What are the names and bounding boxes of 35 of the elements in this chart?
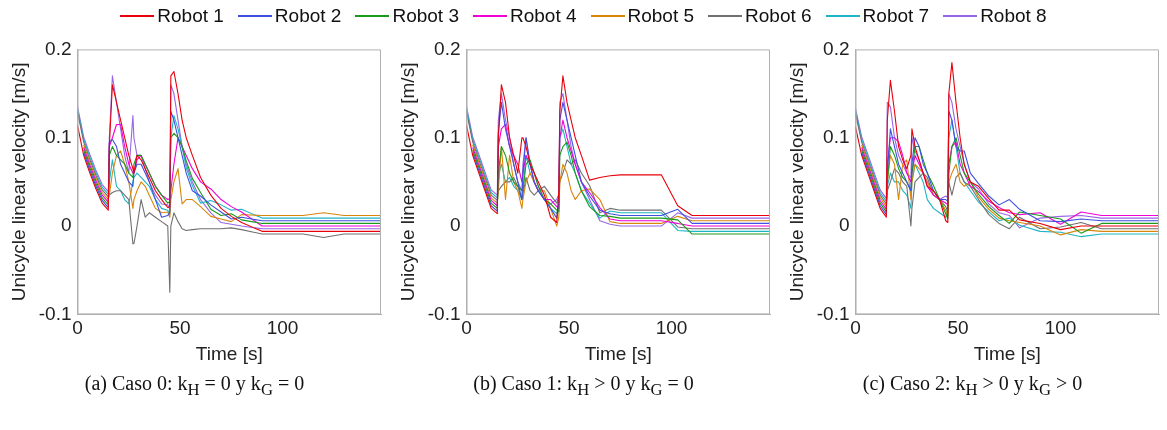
legend-label: Robot 1 [157, 5, 224, 27]
x-tick-label: 100 [1044, 317, 1077, 339]
legend-label: Robot 7 [862, 5, 930, 27]
y-tick-label: 0.2 [45, 37, 72, 59]
y-tick-label: -0.1 [816, 302, 850, 324]
legend-label: Robot 5 [627, 5, 695, 27]
legend-label: Robot 8 [980, 5, 1047, 27]
y-axis-title: Unicycle linear velocity [m/s] [396, 62, 418, 302]
y-tick-label: 0 [838, 214, 850, 236]
x-axis-title: Time [s] [195, 342, 263, 364]
x-tick-label: 50 [947, 317, 969, 339]
y-tick-label: 0 [449, 214, 461, 236]
text: (b) Caso 1: k$_{H}$ > 0 y k$_{G}$ = 0 [472, 372, 695, 400]
text: (c) Caso 2: k$_{H}$ > 0 y k$_{G}$ > 0 [861, 372, 1084, 400]
y-tick-label: -0.1 [38, 302, 72, 324]
y-tick-label: 0.1 [823, 125, 850, 147]
y-tick-label: 0.2 [434, 37, 461, 59]
legend-label: Robot 4 [509, 5, 577, 27]
x-axis-title: Time [s] [584, 342, 652, 364]
legend-label: Robot 6 [745, 5, 812, 27]
y-tick-label: 0 [60, 214, 72, 236]
x-axis-title: Time [s] [973, 342, 1041, 364]
y-axis-title: Unicycle linear velocity [m/s] [7, 62, 29, 302]
legend-label: Robot 3 [392, 5, 459, 27]
y-tick-label: -0.1 [427, 302, 461, 324]
y-tick-label: 0.1 [434, 125, 461, 147]
y-axis-title: Unicycle linear velocity [m/s] [785, 62, 807, 302]
legend-label: Robot 2 [274, 5, 342, 27]
y-tick-label: 0.1 [45, 125, 72, 147]
x-tick-label: 50 [169, 317, 191, 339]
x-tick-label: 100 [655, 317, 688, 339]
y-tick-label: 0.2 [823, 37, 850, 59]
x-tick-label: 50 [558, 317, 580, 339]
text: (a) Caso 0: k$_{H}$ = 0 y k$_{G}$ = 0 [83, 372, 306, 400]
x-tick-label: 100 [266, 317, 299, 339]
